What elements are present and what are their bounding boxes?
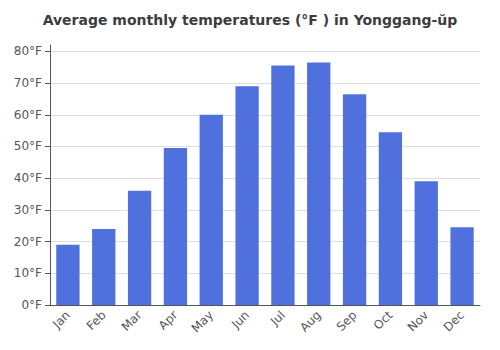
- svg-text:Nov: Nov: [405, 308, 431, 334]
- svg-text:Jan: Jan: [49, 308, 73, 332]
- svg-text:10°F: 10°F: [14, 266, 42, 280]
- svg-text:20°F: 20°F: [14, 235, 42, 249]
- svg-text:Average monthly temperatures (: Average monthly temperatures (°F ) in Yo…: [43, 12, 458, 28]
- svg-text:Apr: Apr: [156, 308, 181, 333]
- svg-text:60°F: 60°F: [14, 108, 42, 122]
- svg-text:Mar: Mar: [119, 308, 145, 334]
- svg-text:Oct: Oct: [371, 308, 396, 333]
- svg-text:0°F: 0°F: [21, 298, 42, 312]
- svg-text:Feb: Feb: [84, 308, 109, 333]
- svg-text:Jun: Jun: [228, 308, 252, 332]
- svg-text:40°F: 40°F: [14, 171, 42, 185]
- svg-text:May: May: [189, 308, 216, 335]
- svg-text:Aug: Aug: [297, 308, 323, 334]
- svg-text:Jul: Jul: [267, 308, 288, 329]
- svg-text:30°F: 30°F: [14, 203, 42, 217]
- svg-text:Sep: Sep: [334, 308, 360, 334]
- svg-text:Dec: Dec: [441, 308, 467, 334]
- svg-text:70°F: 70°F: [14, 76, 42, 90]
- svg-text:50°F: 50°F: [14, 139, 42, 153]
- svg-text:80°F: 80°F: [14, 44, 42, 58]
